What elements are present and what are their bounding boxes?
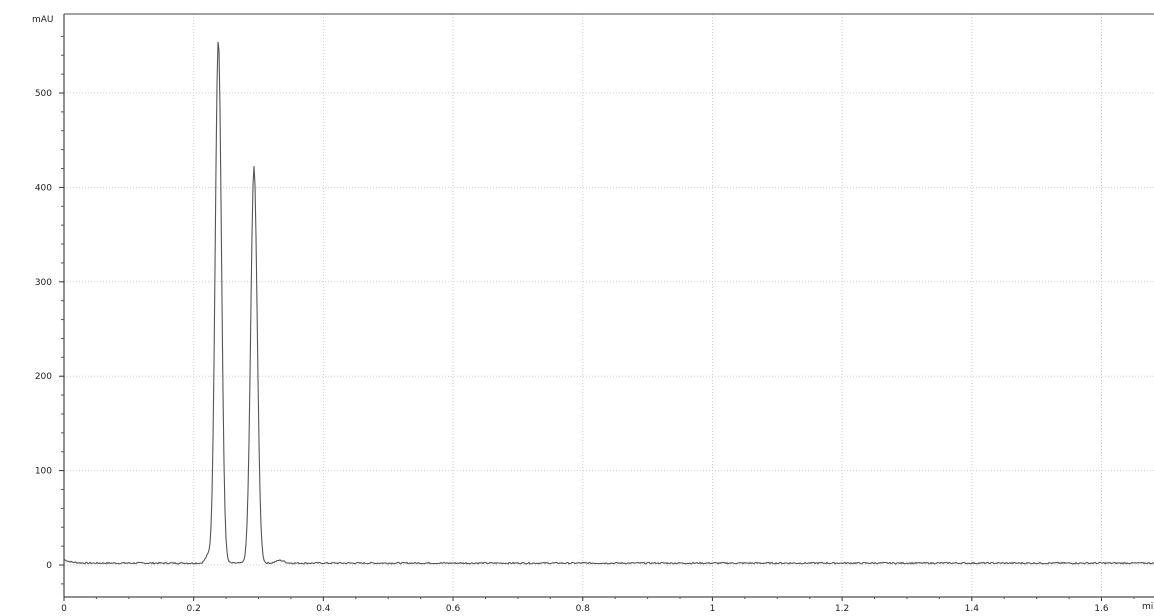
grid <box>64 14 1154 597</box>
y-tick-label: 400 <box>35 183 52 193</box>
x-tick-label: 0.4 <box>316 604 331 612</box>
axes <box>63 13 1154 598</box>
x-tick-label: 0 <box>61 604 67 612</box>
y-axis-label: mAU <box>32 15 54 25</box>
y-tick-label: 500 <box>35 89 52 99</box>
x-axis-label: mi <box>1142 602 1153 612</box>
y-tick-label: 200 <box>35 372 52 382</box>
x-tick-label: 1.6 <box>1094 604 1109 612</box>
x-tick-label: 1.4 <box>965 604 980 612</box>
y-tick-label: 100 <box>35 467 52 477</box>
x-tick-label: 0.6 <box>446 604 461 612</box>
y-tick-label: 0 <box>46 561 52 571</box>
x-tick-label: 1.2 <box>835 604 849 612</box>
x-tick-label: 0.8 <box>576 604 591 612</box>
x-tick-label: 1 <box>710 604 716 612</box>
ticks: 0 0.2 0.4 0.6 0.8 1 1.2 1.4 1.6 0 100 200 300 400 500 <box>35 35 1135 614</box>
y-tick-label: 300 <box>35 278 52 288</box>
x-tick-label: 0.2 <box>187 604 201 612</box>
chromatogram-trace <box>63 41 1154 565</box>
